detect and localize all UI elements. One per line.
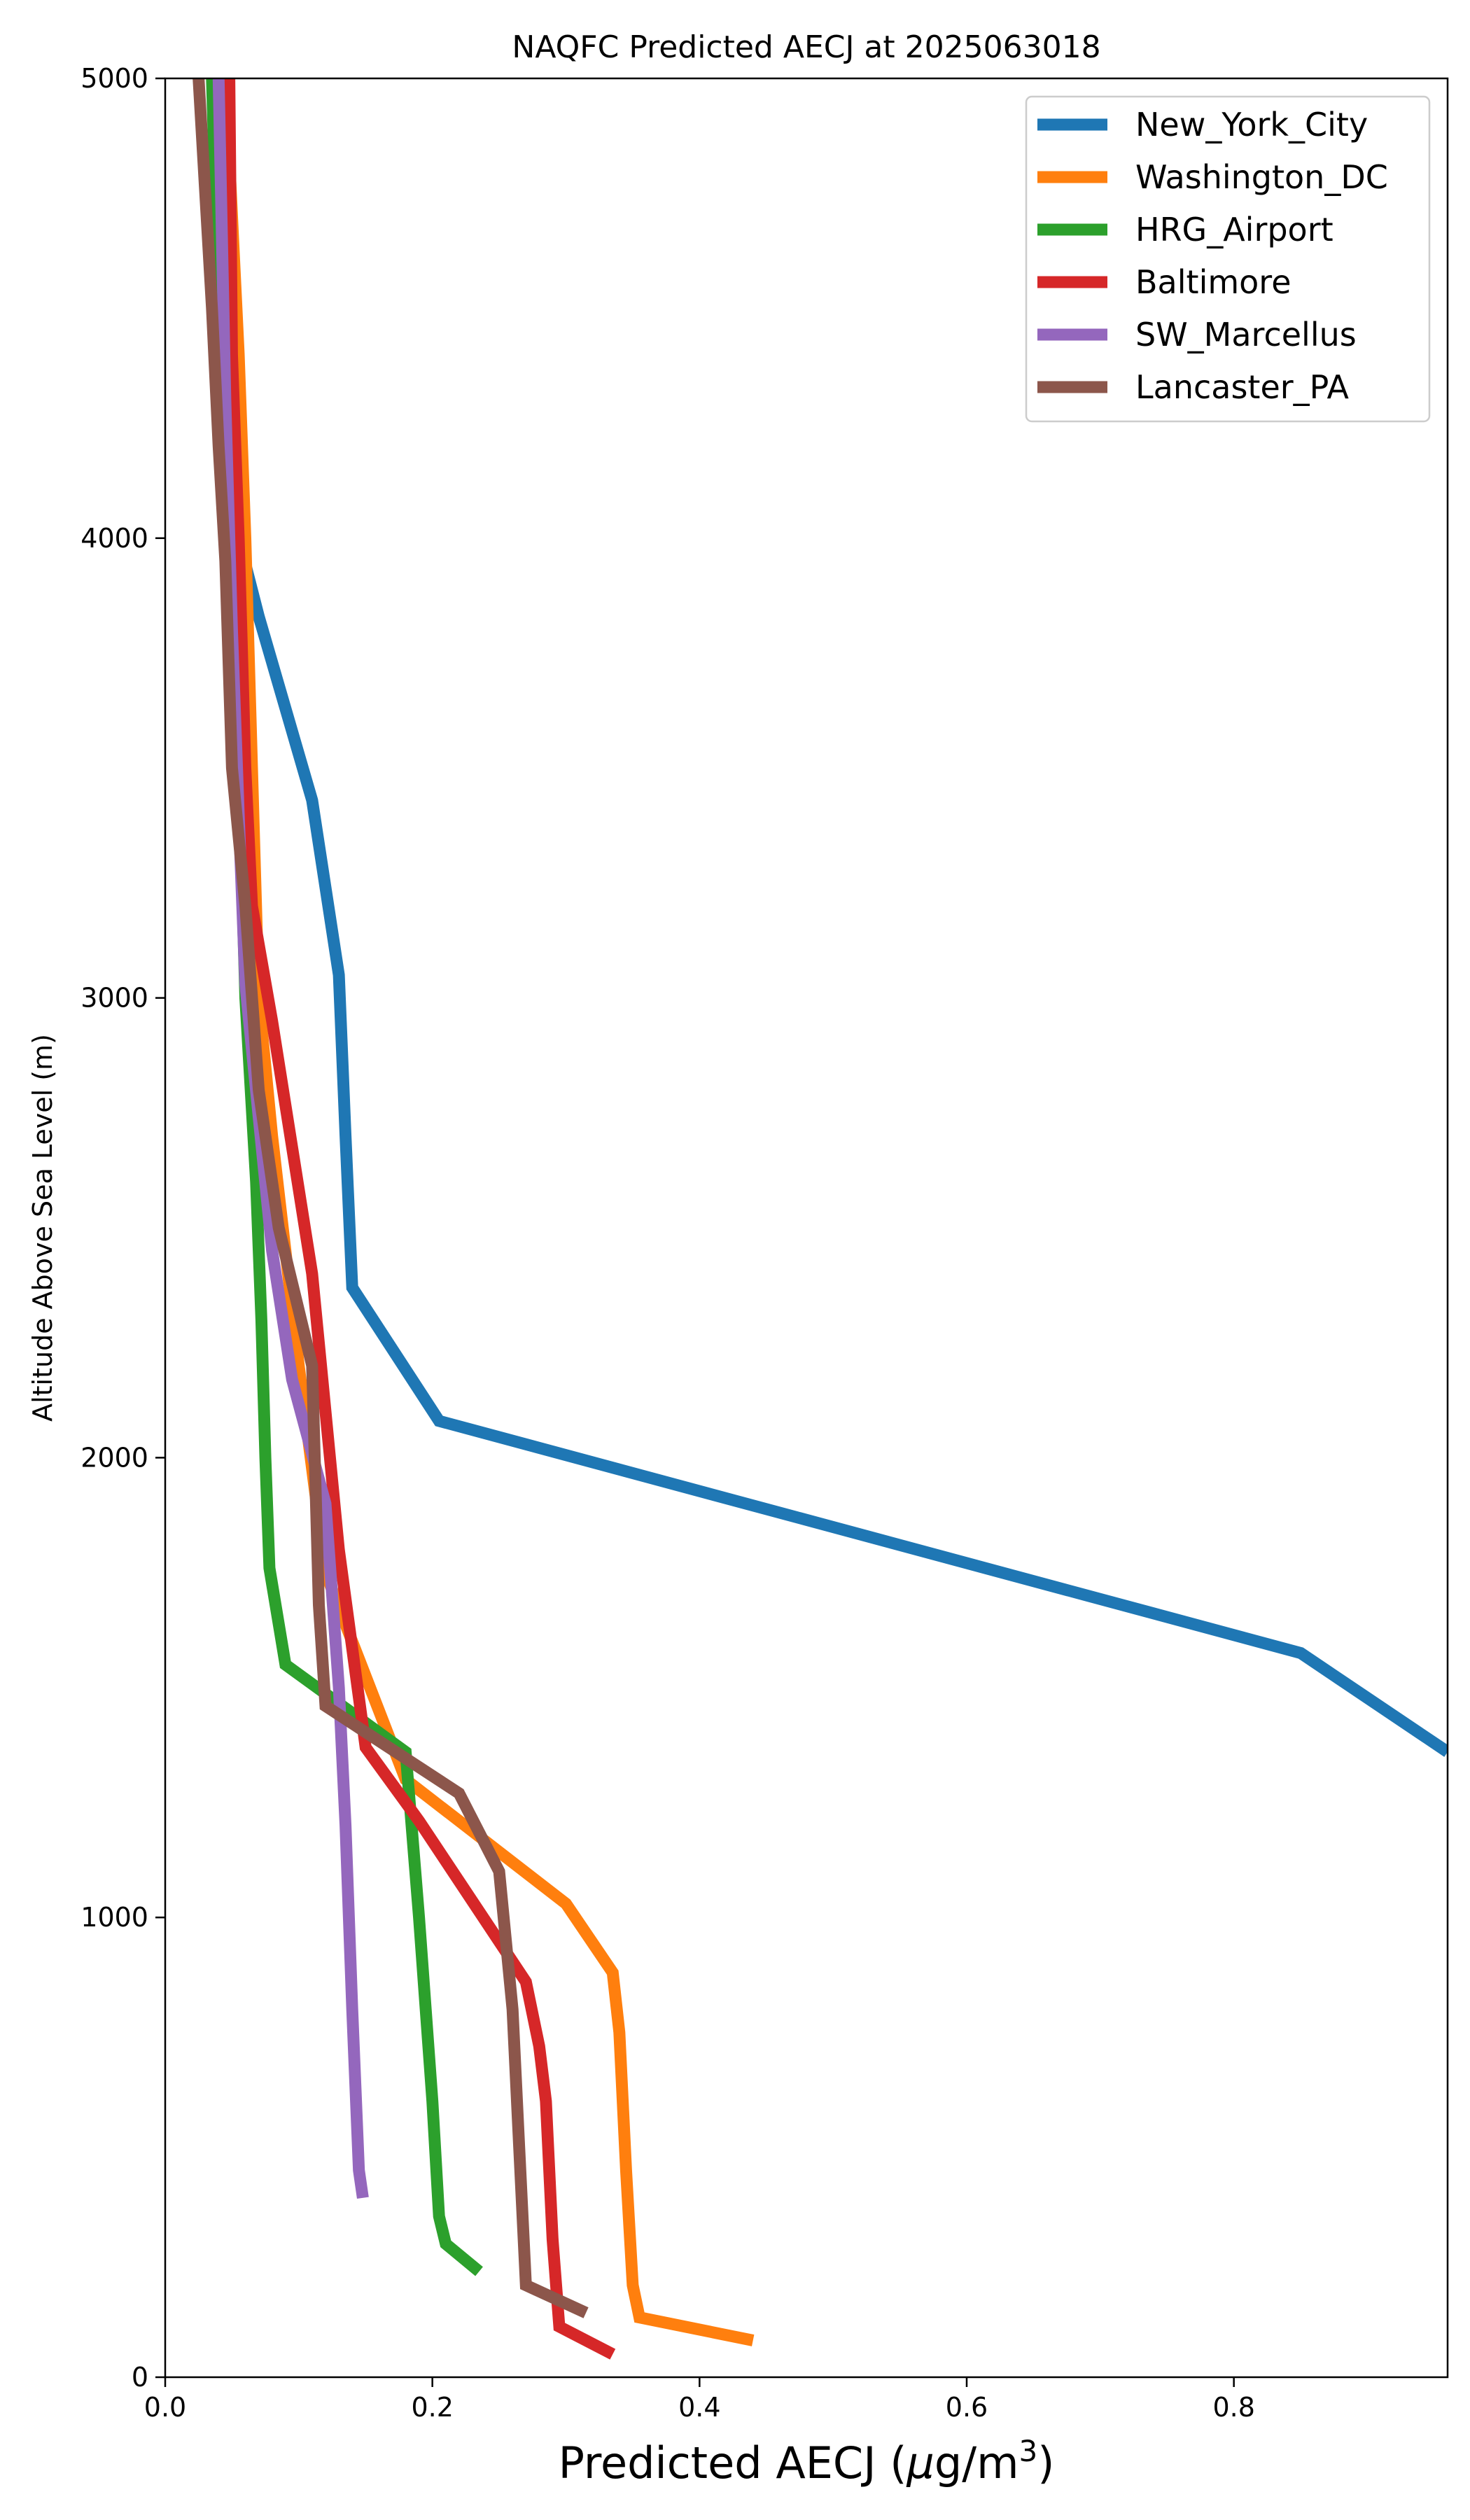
x-tick-label: 0.8 bbox=[1212, 2392, 1254, 2423]
series-group bbox=[192, 78, 1448, 2360]
legend-label: New_York_City bbox=[1135, 106, 1368, 144]
series-line-lancaster-pa bbox=[192, 78, 589, 2318]
legend-label: HRG_Airport bbox=[1135, 211, 1334, 248]
x-axis-label: Predicted AECJ (μg/m3) bbox=[559, 2434, 1055, 2488]
x-tick-label: 0.0 bbox=[144, 2392, 186, 2423]
legend: New_York_City Washington_DC HRG_Airport Bal… bbox=[1025, 95, 1431, 423]
legend-label: Lancaster_PA bbox=[1135, 368, 1349, 406]
legend-label: SW_Marcellus bbox=[1135, 316, 1357, 354]
x-tick-label: 0.6 bbox=[946, 2392, 988, 2423]
plot-area bbox=[164, 77, 1449, 2379]
x-axis-ticks: 0.0 0.2 0.4 0.6 0.8 bbox=[144, 2377, 1255, 2423]
y-tick-label: 3000 bbox=[80, 983, 148, 1014]
y-tick-label: 2000 bbox=[80, 1442, 148, 1473]
y-tick-label: 5000 bbox=[80, 63, 148, 94]
x-tick-label: 0.4 bbox=[678, 2392, 720, 2423]
y-axis-label: Altitude Above Sea Level (m) bbox=[27, 1034, 58, 1422]
plot-frame bbox=[164, 77, 1449, 2379]
legend-label: Baltimore bbox=[1135, 263, 1292, 301]
y-tick-label: 0 bbox=[132, 2362, 148, 2393]
chart-title: NAQFC Predicted AECJ at 2025063018 bbox=[512, 29, 1100, 65]
series-line-baltimore bbox=[223, 78, 616, 2360]
y-tick-label: 1000 bbox=[80, 1902, 148, 1933]
y-tick-label: 4000 bbox=[80, 523, 148, 554]
x-tick-label: 0.2 bbox=[411, 2392, 453, 2423]
legend-frame bbox=[1025, 95, 1431, 423]
legend-entries: New_York_City Washington_DC HRG_Airport Bal… bbox=[1037, 106, 1388, 406]
series-line-washington-dc bbox=[219, 78, 755, 2346]
legend-label: Washington_DC bbox=[1135, 158, 1388, 196]
y-axis-ticks: 0 1000 2000 3000 4000 5000 bbox=[80, 63, 165, 2393]
